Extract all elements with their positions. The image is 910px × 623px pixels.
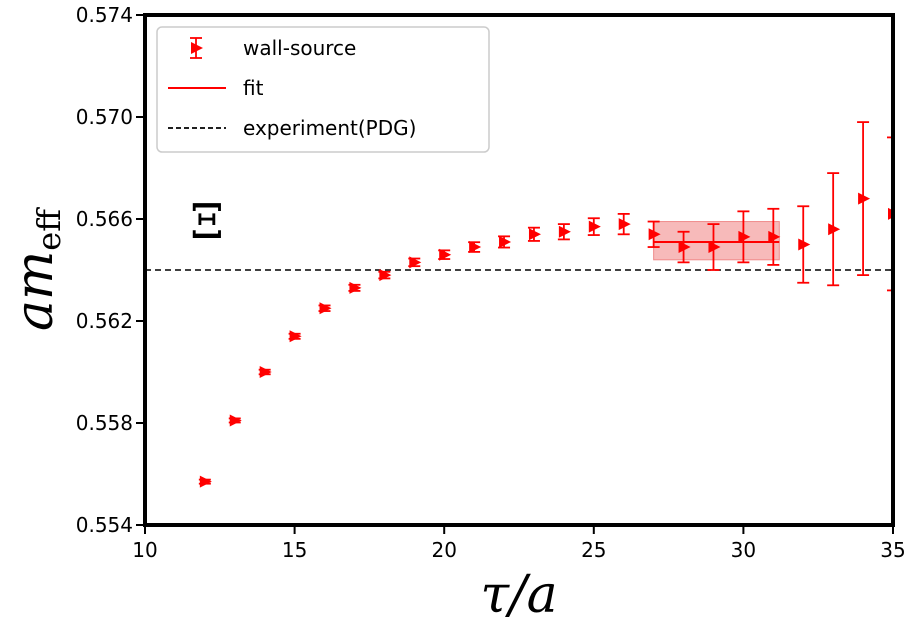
data-point [228,414,242,427]
x-tick-label: 15 [282,538,307,562]
data-point [408,256,422,269]
triangle-marker [558,225,571,238]
y-tick-label: 0.554 [76,513,133,537]
data-point [318,302,332,315]
triangle-marker [199,475,212,488]
triangle-marker [708,241,721,254]
triangle-marker [499,235,512,248]
svg-text:ameff: ameff [5,207,68,331]
ticks: 10 15 20 25 30 35 0.554 0.558 0.562 0.566 0.570 0.5… [76,3,906,562]
triangle-marker [409,256,422,269]
x-tick-label: 30 [731,538,756,562]
data-point [527,226,541,242]
legend-item-experiment: experiment(PDG) [168,116,416,140]
triangle-marker [828,223,841,236]
triangle-marker [229,414,242,427]
y-axis-label-sub: eff [30,207,68,251]
data-point [288,330,302,343]
data-point [707,223,721,271]
triangle-marker [618,218,631,231]
triangle-marker [259,366,272,378]
data-point [797,205,811,284]
particle-annotation: Ξ [190,194,224,250]
y-axis-label: ameff [5,207,68,331]
triangle-marker [289,330,302,343]
data-point [647,220,661,248]
triangle-marker [588,220,601,233]
data-point [468,241,482,254]
data-point [438,248,452,261]
data-point [557,223,571,241]
legend-label-wall-source: wall-source [243,36,356,60]
legend-box [156,26,490,153]
legend-item-wall-source: wall-source [190,36,356,60]
plot-area [145,121,893,488]
data-point [258,366,272,378]
legend: wall-source fit experiment(PDG) [156,26,490,153]
data-point [617,212,631,236]
data-point [587,217,601,236]
data-point [767,207,781,266]
y-tick-label: 0.562 [76,309,133,333]
y-tick-label: 0.570 [76,105,133,129]
x-tick-label: 35 [880,538,905,562]
data-point [498,235,512,249]
data-point [827,172,841,287]
triangle-marker [469,241,482,254]
triangle-marker [349,281,362,294]
triangle-marker [319,302,332,315]
triangle-marker [768,230,781,243]
data-point [378,269,392,282]
data-point [198,475,212,488]
x-tick-label: 25 [581,538,606,562]
x-axis-label: τ/a [480,565,557,623]
legend-item-fit: fit [168,76,264,100]
data-point [857,121,871,277]
legend-label-experiment: experiment(PDG) [243,116,416,140]
triangle-marker [798,238,811,251]
legend-label-fit: fit [243,76,264,100]
data-point [677,230,691,264]
triangle-marker [858,192,871,205]
triangle-marker [379,269,392,282]
x-tick-label: 10 [132,538,157,562]
axes-frame [143,13,895,527]
data-point [737,210,751,264]
triangle-marker [528,228,541,241]
x-tick-label: 20 [431,538,456,562]
triangle-marker [738,230,751,243]
triangle-marker [678,241,691,254]
triangle-marker [439,248,452,261]
y-tick-label: 0.566 [76,207,133,231]
y-tick-label: 0.574 [76,3,133,27]
triangle-marker [648,228,661,241]
fit-band [653,221,780,261]
legend-triangle-marker [191,42,203,54]
y-axis-label-main: am [5,251,65,331]
y-tick-label: 0.558 [76,411,133,435]
data-point [348,281,362,294]
